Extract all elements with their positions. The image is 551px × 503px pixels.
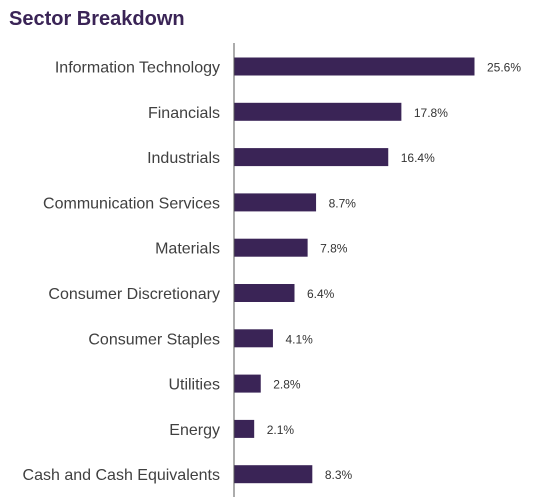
- bar-financials: [234, 102, 402, 121]
- bars-group: [234, 57, 475, 484]
- value-label: 4.1%: [285, 332, 313, 346]
- category-label: Communication Services: [43, 195, 220, 212]
- value-labels-group: 25.6% 17.8% 16.4% 8.7% 7.8% 6.4% 4.1% 2.8% 2.1% 8…: [267, 61, 522, 483]
- bar-cash-and-cash-equivalents: [234, 465, 313, 484]
- bar-consumer-discretionary: [234, 284, 295, 302]
- bar-communication-services: [234, 193, 317, 212]
- bar-energy: [234, 419, 255, 438]
- category-label: Cash and Cash Equivalents: [23, 467, 220, 484]
- category-label: Utilities: [168, 377, 220, 394]
- value-label: 8.3%: [325, 468, 353, 482]
- chart-title: Sector Breakdown: [9, 8, 185, 30]
- value-label: 7.8%: [320, 242, 348, 256]
- category-labels-group: Information Technology Financials Industri…: [23, 60, 220, 485]
- value-label: 2.1%: [267, 423, 295, 437]
- category-label: Consumer Staples: [88, 331, 220, 348]
- bar-industrials: [234, 148, 389, 167]
- value-label: 2.8%: [273, 378, 301, 392]
- category-label: Energy: [169, 422, 220, 439]
- bar-utilities: [234, 374, 261, 393]
- value-label: 25.6%: [487, 61, 521, 75]
- bar-information-technology: [234, 57, 475, 76]
- value-label: 8.7%: [329, 196, 357, 210]
- value-label: 17.8%: [414, 106, 448, 120]
- value-label: 16.4%: [401, 151, 435, 165]
- value-label: 6.4%: [307, 287, 335, 301]
- category-label: Financials: [148, 105, 220, 122]
- category-label: Consumer Discretionary: [48, 286, 220, 303]
- category-label: Materials: [155, 241, 220, 258]
- category-label: Industrials: [147, 150, 220, 167]
- bar-consumer-staples: [234, 329, 273, 348]
- bar-materials: [234, 238, 308, 257]
- category-label: Information Technology: [55, 60, 220, 77]
